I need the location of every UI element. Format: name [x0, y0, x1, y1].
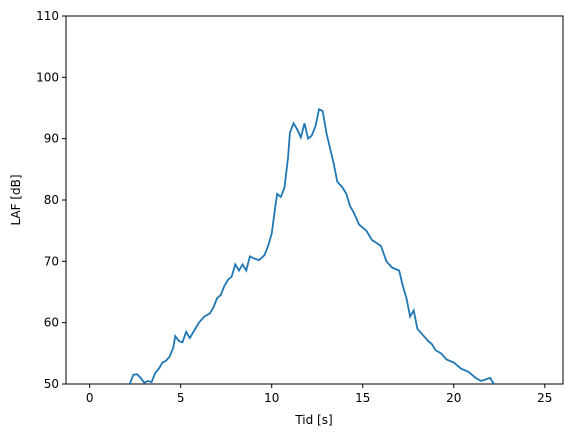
x-tick-label: 15 — [355, 391, 370, 405]
x-axis-label: Tid [s] — [294, 413, 332, 427]
y-axis-label: LAF [dB] — [9, 174, 23, 225]
x-tick-label: 20 — [446, 391, 461, 405]
x-tick-label: 10 — [264, 391, 279, 405]
y-tick-label: 80 — [44, 193, 59, 207]
x-tick-label: 25 — [537, 391, 552, 405]
y-tick-label: 60 — [44, 316, 59, 330]
plot-frame — [65, 15, 564, 385]
y-tick-label: 100 — [36, 70, 59, 84]
line — [128, 107, 495, 384]
y-tick-label: 90 — [44, 132, 59, 146]
y-tick-label: 110 — [36, 9, 59, 23]
y-tick-label: 50 — [44, 377, 59, 391]
x-tick-label: 5 — [177, 391, 185, 405]
y-tick-label: 70 — [44, 254, 59, 268]
x-tick-label: 0 — [86, 391, 94, 405]
